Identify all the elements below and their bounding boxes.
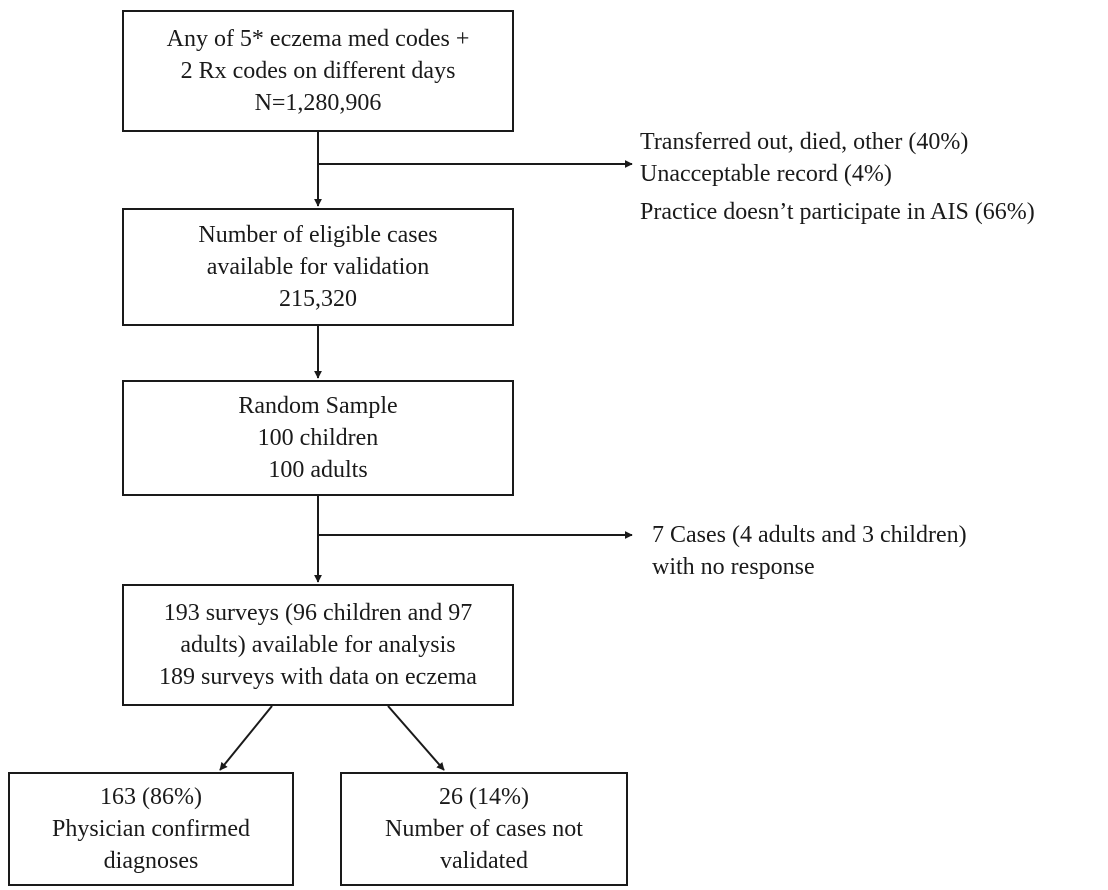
initial-cohort-box: Any of 5* eczema med codes + 2 Rx codes …: [122, 10, 514, 132]
no-response-line-1: 7 Cases (4 adults and 3 children): [652, 522, 967, 548]
exclusion-unacceptable: Unacceptable record (4%): [640, 161, 892, 187]
exclusions-note-1: Transferred out, died, other (40%) Unacc…: [640, 126, 1035, 228]
exclusion-practice: Practice doesn’t participate in AIS (66%…: [640, 199, 1035, 225]
confirmed-diagnoses-box: 163 (86%) Physician confirmed diagnoses: [8, 772, 294, 886]
initial-cohort-line-1: Any of 5* eczema med codes +: [166, 26, 470, 52]
eligible-cases-box: Number of eligible cases available for v…: [122, 208, 514, 326]
surveys-line-1: 193 surveys (96 children and 97: [163, 600, 473, 626]
initial-cohort-line-2: 2 Rx codes on different days: [180, 58, 456, 84]
surveys-box: 193 surveys (96 children and 97 adults) …: [122, 584, 514, 706]
sample-line-2: 100 children: [257, 425, 379, 451]
exclusion-transferred: Transferred out, died, other (40%): [640, 129, 969, 155]
random-sample-box: Random Sample 100 children 100 adults: [122, 380, 514, 496]
not-validated-line-3: validated: [440, 848, 528, 874]
not-validated-box: 26 (14%) Number of cases not validated: [340, 772, 628, 886]
confirmed-line-1: 163 (86%): [100, 784, 202, 810]
arrow-surveys-to-confirmed: [219, 705, 273, 771]
arrow-surveys-to-not-validated: [387, 705, 445, 771]
eligible-line-3: 215,320: [279, 286, 357, 312]
surveys-line-3: 189 surveys with data on eczema: [159, 664, 477, 690]
eligible-line-1: Number of eligible cases: [198, 222, 438, 248]
confirmed-line-3: diagnoses: [103, 848, 199, 874]
confirmed-line-2: Physician confirmed: [52, 816, 250, 842]
initial-cohort-line-3: N=1,280,906: [254, 90, 382, 116]
exclusions-note-2: 7 Cases (4 adults and 3 children) with n…: [652, 519, 967, 583]
sample-line-3: 100 adults: [268, 457, 368, 483]
not-validated-line-2: Number of cases not: [385, 816, 583, 842]
eligible-line-2: available for validation: [206, 254, 430, 280]
surveys-line-2: adults) available for analysis: [180, 632, 456, 658]
sample-line-1: Random Sample: [238, 393, 398, 419]
no-response-line-2: with no response: [652, 554, 815, 580]
not-validated-line-1: 26 (14%): [439, 784, 529, 810]
